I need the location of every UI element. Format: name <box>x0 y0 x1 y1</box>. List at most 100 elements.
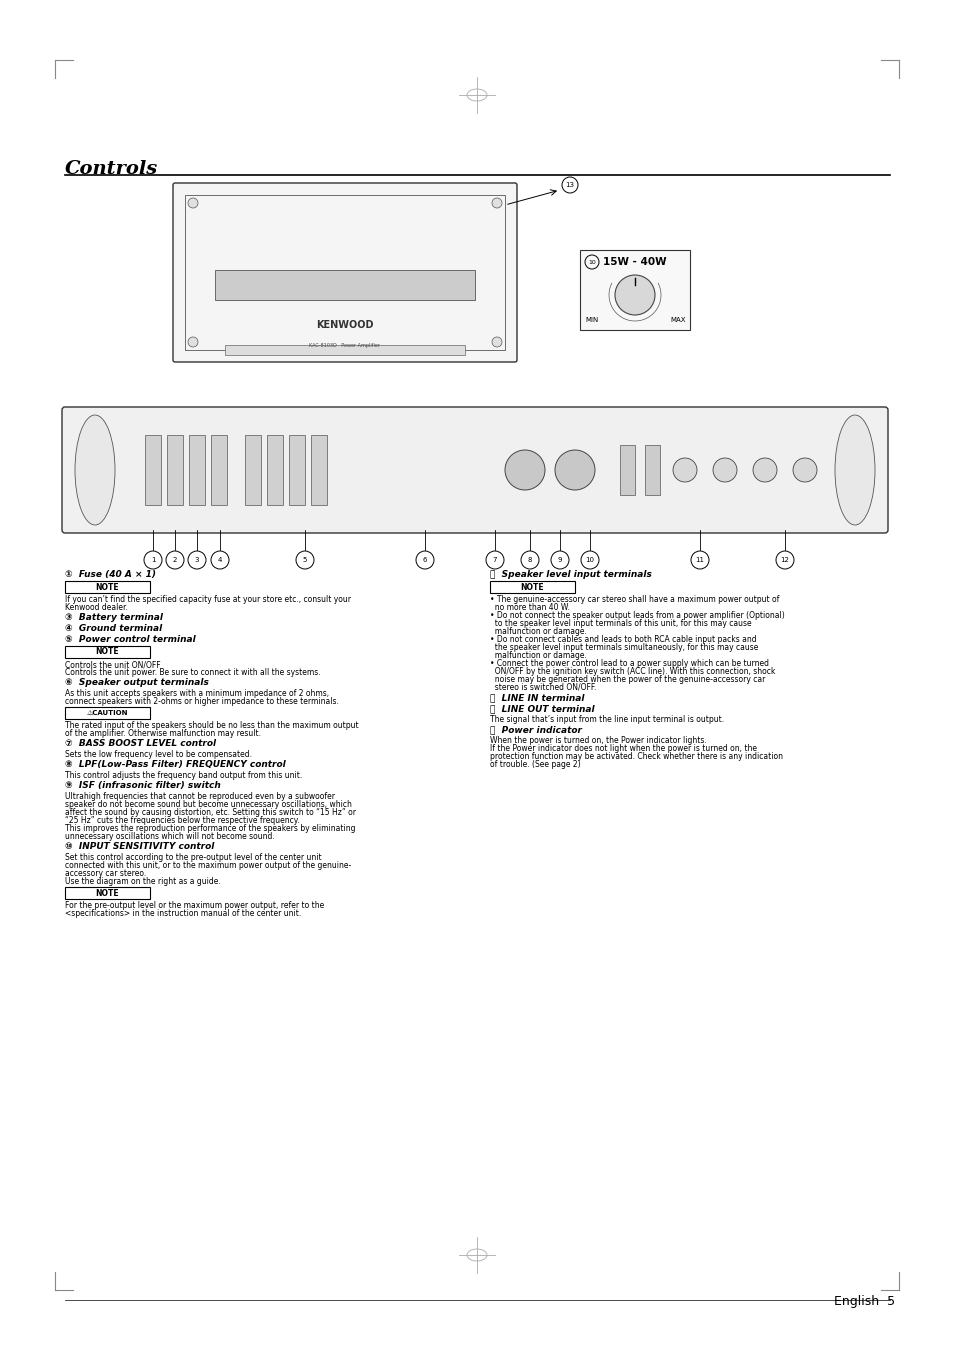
Text: 5: 5 <box>302 558 307 563</box>
Text: ⑭  Power indicator: ⑭ Power indicator <box>490 725 581 734</box>
Text: KAC-8103D   Power Amplifier: KAC-8103D Power Amplifier <box>309 343 380 347</box>
Bar <box>225 346 464 355</box>
Circle shape <box>188 198 198 208</box>
Text: For the pre-output level or the maximum power output, refer to the: For the pre-output level or the maximum … <box>65 900 324 910</box>
Text: ⑤  Power control terminal: ⑤ Power control terminal <box>65 634 195 644</box>
Text: accessory car stereo.: accessory car stereo. <box>65 869 146 878</box>
Bar <box>185 194 504 350</box>
Text: 10: 10 <box>585 558 594 563</box>
Circle shape <box>416 551 434 568</box>
Bar <box>167 435 183 505</box>
Bar <box>490 580 575 593</box>
Text: noise may be generated when the power of the genuine-accessory car: noise may be generated when the power of… <box>490 675 764 684</box>
Bar <box>267 435 283 505</box>
Text: 12: 12 <box>780 558 789 563</box>
Text: the speaker level input terminals simultaneously, for this may cause: the speaker level input terminals simult… <box>490 643 758 652</box>
Text: MAX: MAX <box>670 317 685 323</box>
Bar <box>289 435 305 505</box>
Text: ⑧  LPF(Low-Pass Filter) FREQUENCY control: ⑧ LPF(Low-Pass Filter) FREQUENCY control <box>65 760 286 770</box>
Circle shape <box>188 338 198 347</box>
Text: connected with this unit, or to the maximum power output of the genuine-: connected with this unit, or to the maxi… <box>65 861 351 869</box>
Text: malfunction or damage.: malfunction or damage. <box>490 626 586 636</box>
Text: ⑥  Speaker output terminals: ⑥ Speaker output terminals <box>65 678 209 687</box>
Text: English  5: English 5 <box>833 1295 894 1308</box>
Text: ⑪  Speaker level input terminals: ⑪ Speaker level input terminals <box>490 570 651 579</box>
Text: speaker do not become sound but become unnecessary oscillations, which: speaker do not become sound but become u… <box>65 801 352 809</box>
Circle shape <box>792 458 816 482</box>
Text: Sets the low frequency level to be compensated.: Sets the low frequency level to be compe… <box>65 751 252 759</box>
Text: ⑩  INPUT SENSITIVITY control: ⑩ INPUT SENSITIVITY control <box>65 842 214 850</box>
Circle shape <box>492 198 501 208</box>
Text: If you can’t find the specified capacity fuse at your store etc., consult your: If you can’t find the specified capacity… <box>65 595 351 603</box>
Bar <box>644 446 659 495</box>
Text: no more than 40 W.: no more than 40 W. <box>490 603 569 612</box>
Bar <box>65 887 150 899</box>
Bar <box>65 647 150 657</box>
Circle shape <box>775 551 793 568</box>
Bar <box>311 435 327 505</box>
Circle shape <box>712 458 737 482</box>
Text: MIN: MIN <box>585 317 598 323</box>
Bar <box>579 250 689 329</box>
Text: ⑦  BASS BOOST LEVEL control: ⑦ BASS BOOST LEVEL control <box>65 738 216 748</box>
Text: As this unit accepts speakers with a minimum impedance of 2 ohms,: As this unit accepts speakers with a min… <box>65 688 329 698</box>
Text: 3: 3 <box>194 558 199 563</box>
Text: ⑨  ISF (infrasonic filter) switch: ⑨ ISF (infrasonic filter) switch <box>65 782 220 790</box>
Bar <box>145 435 161 505</box>
Text: Controls the unit ON/OFF: Controls the unit ON/OFF <box>65 660 160 670</box>
Circle shape <box>188 551 206 568</box>
Text: Use the diagram on the right as a guide.: Use the diagram on the right as a guide. <box>65 878 220 886</box>
Text: KENWOOD: KENWOOD <box>315 320 374 329</box>
Circle shape <box>211 551 229 568</box>
Text: Set this control according to the pre-output level of the center unit: Set this control according to the pre-ou… <box>65 853 321 863</box>
Text: • The genuine-accessory car stereo shall have a maximum power output of: • The genuine-accessory car stereo shall… <box>490 595 779 603</box>
Text: 8: 8 <box>527 558 532 563</box>
Circle shape <box>504 450 544 490</box>
Text: Kenwood dealer.: Kenwood dealer. <box>65 603 128 612</box>
Circle shape <box>485 551 503 568</box>
Text: ON/OFF by the ignition key switch (ACC line). With this connection, shock: ON/OFF by the ignition key switch (ACC l… <box>490 667 775 676</box>
Text: ⑬  LINE OUT terminal: ⑬ LINE OUT terminal <box>490 703 594 713</box>
Text: • Connect the power control lead to a power supply which can be turned: • Connect the power control lead to a po… <box>490 659 768 668</box>
Text: Ultrahigh frequencies that cannot be reproduced even by a subwoofer: Ultrahigh frequencies that cannot be rep… <box>65 792 335 801</box>
Circle shape <box>615 275 655 315</box>
Text: malfunction or damage.: malfunction or damage. <box>490 651 586 660</box>
Text: <specifications> in the instruction manual of the center unit.: <specifications> in the instruction manu… <box>65 909 301 918</box>
Text: stereo is switched ON/OFF.: stereo is switched ON/OFF. <box>490 683 596 693</box>
Bar <box>619 446 635 495</box>
Circle shape <box>166 551 184 568</box>
Text: When the power is turned on, the Power indicator lights.: When the power is turned on, the Power i… <box>490 736 706 745</box>
Text: ⚠CAUTION: ⚠CAUTION <box>86 710 128 716</box>
Circle shape <box>295 551 314 568</box>
Circle shape <box>144 551 162 568</box>
Ellipse shape <box>75 414 115 525</box>
Text: 13: 13 <box>565 182 574 188</box>
Circle shape <box>580 551 598 568</box>
Text: NOTE: NOTE <box>95 648 119 656</box>
Text: to the speaker level input terminals of this unit, for this may cause: to the speaker level input terminals of … <box>490 620 751 628</box>
Text: 4: 4 <box>217 558 222 563</box>
FancyBboxPatch shape <box>62 406 887 533</box>
Text: 10: 10 <box>587 259 596 265</box>
Text: connect speakers with 2-ohms or higher impedance to these terminals.: connect speakers with 2-ohms or higher i… <box>65 697 338 706</box>
Text: Controls the unit power. Be sure to connect it with all the systems.: Controls the unit power. Be sure to conn… <box>65 668 320 676</box>
Text: ⑫  LINE IN terminal: ⑫ LINE IN terminal <box>490 693 584 702</box>
Text: NOTE: NOTE <box>95 582 119 591</box>
Text: protection function may be activated. Check whether there is any indication: protection function may be activated. Ch… <box>490 752 782 761</box>
Circle shape <box>551 551 568 568</box>
Text: Controls: Controls <box>65 161 158 178</box>
Bar <box>65 580 150 593</box>
Bar <box>211 435 227 505</box>
Text: • Do not connect cables and leads to both RCA cable input packs and: • Do not connect cables and leads to bot… <box>490 634 756 644</box>
Text: 9: 9 <box>558 558 561 563</box>
Text: ①  Fuse (40 A × 1): ① Fuse (40 A × 1) <box>65 570 156 579</box>
Text: If the Power indicator does not light when the power is turned on, the: If the Power indicator does not light wh… <box>490 744 757 753</box>
Text: This improves the reproduction performance of the speakers by eliminating: This improves the reproduction performan… <box>65 824 355 833</box>
Text: 2: 2 <box>172 558 177 563</box>
Text: The signal that’s input from the line input terminal is output.: The signal that’s input from the line in… <box>490 716 723 724</box>
Text: unnecessary oscillations which will not become sound.: unnecessary oscillations which will not … <box>65 832 274 841</box>
Circle shape <box>752 458 776 482</box>
Text: ③  Battery terminal: ③ Battery terminal <box>65 613 163 622</box>
Circle shape <box>492 338 501 347</box>
Text: 1: 1 <box>151 558 155 563</box>
